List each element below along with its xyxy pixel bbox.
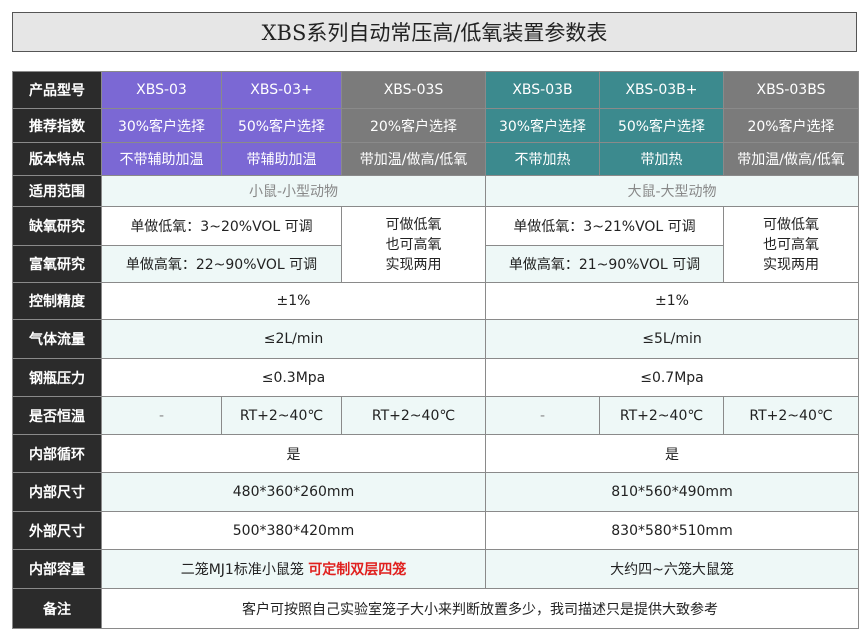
- hypoxia-small: 单做低氧：3~20%VOL 可调: [101, 206, 342, 246]
- row-model: 产品型号 XBS-03 XBS-03+ XBS-03S XBS-03B XBS-…: [12, 71, 859, 109]
- row-scope: 适用范围 小鼠-小型动物 大鼠-大型动物: [12, 175, 859, 207]
- circulation-large: 是: [485, 434, 859, 473]
- row-features: 版本特点 不带辅助加温 带辅助加温 带加温/做高/低氧 不带加热 带加热 带加温…: [12, 142, 859, 176]
- capacity-large: 大约四~六笼大鼠笼: [485, 549, 859, 589]
- dual-mode-small: 可做低氧 也可高氧 实现两用: [341, 206, 486, 283]
- model-cell: XBS-03+: [221, 71, 342, 109]
- outer-size-large: 830*580*510mm: [485, 511, 859, 550]
- model-cell: XBS-03S: [341, 71, 486, 109]
- row-label-note: 备注: [12, 588, 102, 629]
- inner-size-small: 480*360*260mm: [101, 472, 486, 512]
- feature-cell: 带辅助加温: [221, 142, 342, 176]
- row-thermostat: 是否恒温 - RT+2~40℃ RT+2~40℃ - RT+2~40℃ RT+2…: [12, 396, 859, 435]
- model-cell: XBS-03: [101, 71, 222, 109]
- feature-cell: 带加温/做高/低氧: [723, 142, 859, 176]
- scope-small: 小鼠-小型动物: [101, 175, 486, 207]
- flow-small: ≤2L/min: [101, 319, 486, 359]
- row-label-hyperoxia: 富氧研究: [12, 245, 102, 283]
- capacity-custom-highlight: 可定制双层四笼: [308, 562, 407, 578]
- row-label-scope: 适用范围: [12, 175, 102, 207]
- thermostat-cell: RT+2~40℃: [221, 396, 342, 435]
- row-flow: 气体流量 ≤2L/min ≤5L/min: [12, 319, 859, 359]
- pressure-large: ≤0.7Mpa: [485, 358, 859, 397]
- dual-mode-large-text: 可做低氧 也可高氧 实现两用: [763, 216, 819, 273]
- row-recommend: 推荐指数 30%客户选择 50%客户选择 20%客户选择 30%客户选择 50%…: [12, 108, 859, 143]
- feature-cell: 带加温/做高/低氧: [341, 142, 486, 176]
- model-cell: XBS-03B+: [599, 71, 724, 109]
- precision-small: ±1%: [101, 282, 486, 320]
- page-title: XBS系列自动常压高/低氧装置参数表: [12, 12, 857, 52]
- row-label-precision: 控制精度: [12, 282, 102, 320]
- flow-large: ≤5L/min: [485, 319, 859, 359]
- row-precision: 控制精度 ±1% ±1%: [12, 282, 859, 320]
- recommend-cell: 50%客户选择: [221, 108, 342, 143]
- row-label-circulation: 内部循环: [12, 434, 102, 473]
- recommend-cell: 20%客户选择: [723, 108, 859, 143]
- dual-mode-small-text: 可做低氧 也可高氧 实现两用: [385, 216, 442, 273]
- thermostat-cell: -: [485, 396, 600, 435]
- recommend-cell: 50%客户选择: [599, 108, 724, 143]
- row-label-hypoxia: 缺氧研究: [12, 206, 102, 246]
- row-capacity: 内部容量 二笼MJ1标准小鼠笼 可定制双层四笼 大约四~六笼大鼠笼: [12, 549, 859, 589]
- hyperoxia-small: 单做高氧：22~90%VOL 可调: [101, 245, 342, 283]
- hypoxia-large: 单做低氧：3~21%VOL 可调: [485, 206, 724, 246]
- recommend-cell: 20%客户选择: [341, 108, 486, 143]
- thermostat-cell: RT+2~40℃: [341, 396, 486, 435]
- row-circulation: 内部循环 是 是: [12, 434, 859, 473]
- capacity-small-text: 二笼MJ1标准小鼠笼: [180, 562, 304, 578]
- feature-cell: 不带辅助加温: [101, 142, 222, 176]
- spec-table: 产品型号 XBS-03 XBS-03+ XBS-03S XBS-03B XBS-…: [12, 71, 859, 629]
- row-label-flow: 气体流量: [12, 319, 102, 359]
- row-label-capacity: 内部容量: [12, 549, 102, 589]
- row-hyperoxia: 富氧研究 单做高氧：22~90%VOL 可调 单做高氧：21~90%VOL 可调: [12, 245, 859, 283]
- hyperoxia-large: 单做高氧：21~90%VOL 可调: [485, 245, 724, 283]
- row-inner-size: 内部尺寸 480*360*260mm 810*560*490mm: [12, 472, 859, 512]
- outer-size-small: 500*380*420mm: [101, 511, 486, 550]
- dual-mode-large: 可做低氧 也可高氧 实现两用: [723, 206, 859, 283]
- thermostat-cell: RT+2~40℃: [599, 396, 724, 435]
- recommend-cell: 30%客户选择: [101, 108, 222, 143]
- row-hypoxia: 缺氧研究 单做低氧：3~20%VOL 可调 可做低氧 也可高氧 实现两用 单做低…: [12, 206, 859, 283]
- precision-large: ±1%: [485, 282, 859, 320]
- capacity-small: 二笼MJ1标准小鼠笼 可定制双层四笼: [101, 549, 486, 589]
- thermostat-cell: -: [101, 396, 222, 435]
- row-label-features: 版本特点: [12, 142, 102, 176]
- model-cell: XBS-03B: [485, 71, 600, 109]
- feature-cell: 带加热: [599, 142, 724, 176]
- row-label-model: 产品型号: [12, 71, 102, 109]
- row-label-outer-size: 外部尺寸: [12, 511, 102, 550]
- inner-size-large: 810*560*490mm: [485, 472, 859, 512]
- row-label-thermostat: 是否恒温: [12, 396, 102, 435]
- scope-large: 大鼠-大型动物: [485, 175, 859, 207]
- feature-cell: 不带加热: [485, 142, 600, 176]
- row-label-pressure: 钢瓶压力: [12, 358, 102, 397]
- thermostat-cell: RT+2~40℃: [723, 396, 859, 435]
- note-text: 客户可按照自己实验室笼子大小来判断放置多少，我司描述只是提供大致参考: [101, 588, 859, 629]
- model-cell: XBS-03BS: [723, 71, 859, 109]
- recommend-cell: 30%客户选择: [485, 108, 600, 143]
- row-note: 备注 客户可按照自己实验室笼子大小来判断放置多少，我司描述只是提供大致参考: [12, 588, 859, 629]
- row-outer-size: 外部尺寸 500*380*420mm 830*580*510mm: [12, 511, 859, 550]
- row-label-inner-size: 内部尺寸: [12, 472, 102, 512]
- row-pressure: 钢瓶压力 ≤0.3Mpa ≤0.7Mpa: [12, 358, 859, 397]
- pressure-small: ≤0.3Mpa: [101, 358, 486, 397]
- row-label-recommend: 推荐指数: [12, 108, 102, 143]
- circulation-small: 是: [101, 434, 486, 473]
